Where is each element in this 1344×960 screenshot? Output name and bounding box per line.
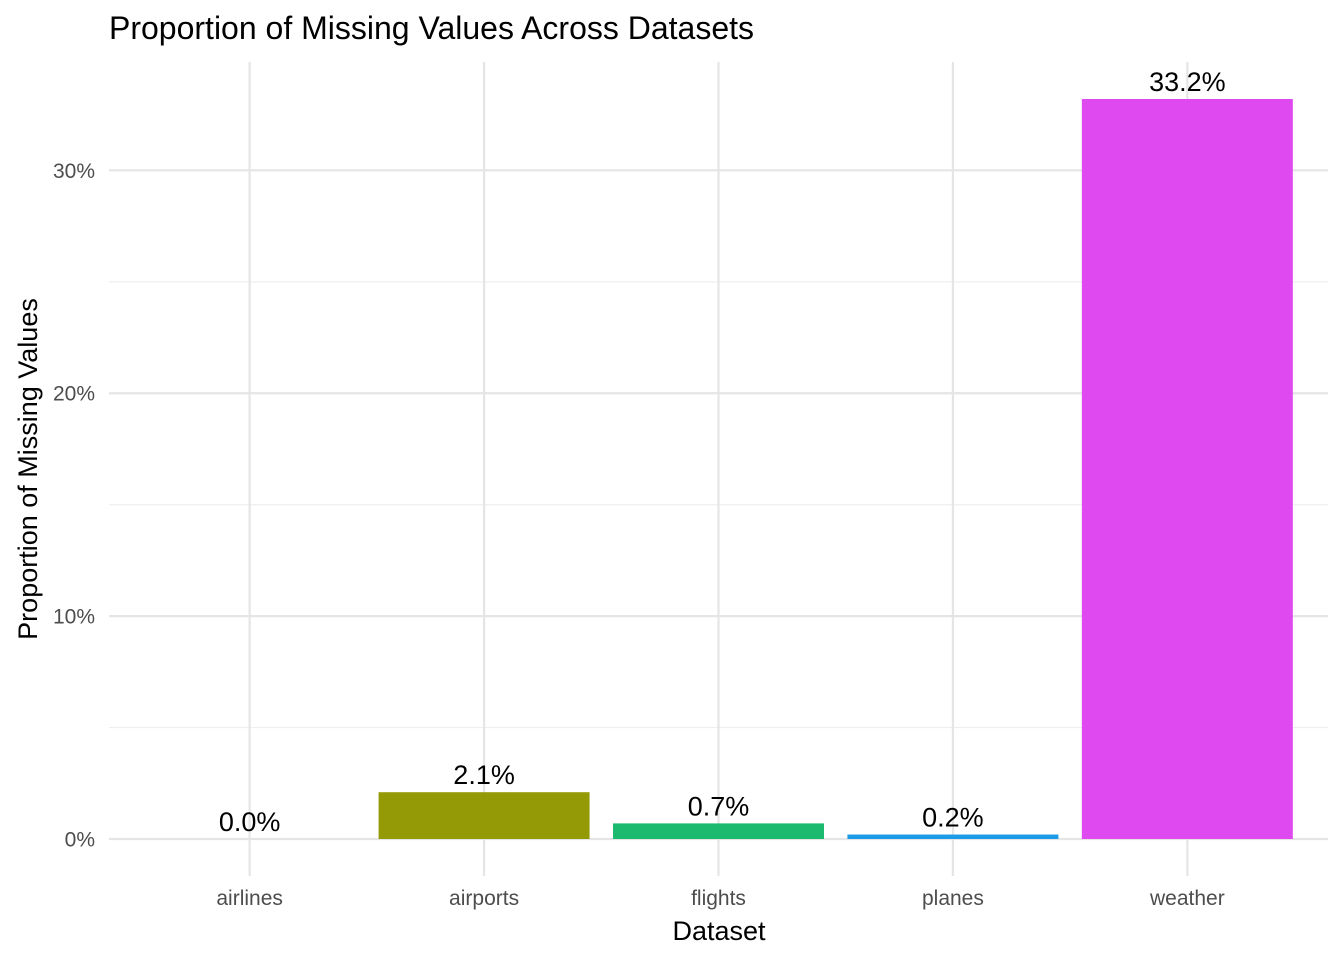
x-tick-label: airports — [449, 887, 519, 910]
y-tick-label: 10% — [53, 606, 95, 629]
bar-airports — [378, 792, 590, 839]
x-tick-label: airlines — [216, 887, 283, 910]
y-tick-label: 0% — [65, 829, 95, 852]
y-tick-label: 20% — [53, 383, 95, 406]
data-label-flights: 0.7% — [688, 791, 750, 821]
y-axis-ticks: 0% 10% 20% 30% — [53, 160, 95, 852]
x-tick-label: planes — [922, 887, 984, 910]
bars — [378, 99, 1293, 839]
data-labels: 0.0% 2.1% 0.7% 0.2% 33.2% — [219, 67, 1226, 837]
bar-planes — [847, 834, 1059, 839]
data-label-weather: 33.2% — [1149, 67, 1226, 97]
x-tick-label: flights — [691, 887, 746, 910]
y-tick-label: 30% — [53, 160, 95, 183]
chart-title: Proportion of Missing Values Across Data… — [109, 10, 754, 46]
x-axis-title: Dataset — [672, 916, 766, 946]
y-axis-title: Proportion of Missing Values — [13, 298, 43, 640]
data-label-airlines: 0.0% — [219, 807, 281, 837]
bar-weather — [1081, 99, 1293, 839]
data-label-planes: 0.2% — [922, 803, 984, 833]
data-label-airports: 2.1% — [453, 760, 515, 790]
x-axis-ticks: airlines airports flights planes weather — [216, 887, 1224, 910]
bar-flights — [613, 823, 824, 839]
x-tick-label: weather — [1149, 887, 1225, 910]
